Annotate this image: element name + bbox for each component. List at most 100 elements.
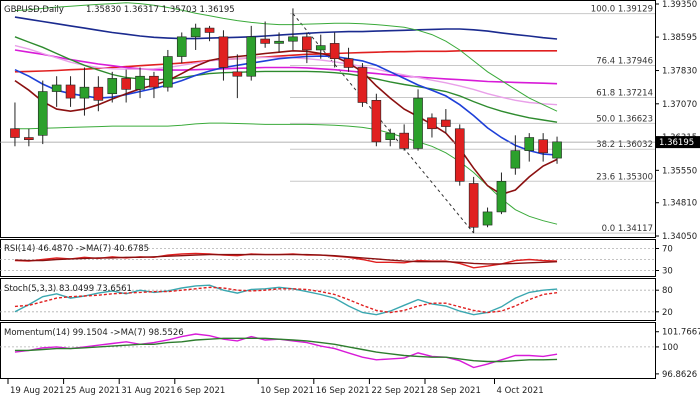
candle-body-bull [274,40,284,44]
fib-level-price: 1.39129 [618,5,653,15]
candle [37,80,48,145]
price-tick-label: 1.34050 [662,232,697,242]
panel-tick-label: 96.8626 [662,370,697,380]
candle-body-bear [218,36,229,68]
rsi-panel: 70 30 [0,245,673,277]
candle [176,32,187,64]
candle-body-bear [65,84,76,99]
candle [218,30,229,81]
candle-body-bear [24,137,34,140]
candle [260,21,270,48]
time-tick-label: 6 Sep 2021 [177,386,225,396]
candle [204,25,215,42]
time-tick-label: 19 Aug 2021 [10,386,64,396]
time-tick-label: 28 Sep 2021 [427,386,481,396]
fib-anchor-line [292,13,475,234]
candle-body-bull [385,132,396,140]
current-price-label: 1.36195 [659,138,694,148]
fib-level-percent: 23.6 [596,172,618,182]
moving-average-line-7 [14,55,558,156]
moving-average-line-4 [14,36,558,123]
candle-body-bull [288,36,298,42]
candle [399,124,409,151]
panel-tick-label: 70 [662,245,673,255]
candle-body-bull [163,56,173,88]
candle-body-bear [427,117,437,130]
fib-level-percent: 50.0 [596,114,618,124]
panel-tick-label: 101.7667 [662,328,700,338]
candle [524,133,535,162]
fib-level-price: 1.37946 [618,56,653,66]
candle-body-bear [149,75,159,88]
candle-body-bear [10,128,20,138]
moving-average-line-0 [14,16,558,40]
candle [552,136,562,164]
moving-average-line-8 [14,49,558,196]
candle [413,89,423,151]
candle-body-bear [302,36,312,51]
candle-body-bear [371,100,382,143]
price-tick-label: 1.37070 [662,100,697,110]
candle-body-bull [510,150,521,169]
fib-level-percent: 100.0 [591,5,618,15]
candle-body-bull [496,180,507,213]
candle-body-bull [413,97,423,149]
candle [302,32,312,64]
candle [427,113,437,138]
candle [343,47,354,72]
candle-body-bull [176,36,187,57]
time-tick-label: 16 Sep 2021 [316,386,370,396]
indicator-line-1 [14,253,558,265]
candle [135,67,145,99]
time-tick-label: 4 Oct 2021 [497,386,544,396]
candle-body-bear [399,132,409,149]
price-tick-label: 1.38595 [662,33,697,43]
time-tick-label: 10 Sep 2021 [260,386,314,396]
rsi-title: RSI(14) 46.4870 ->MA(7) 40.6785 [4,244,149,254]
fib-level-percent: 61.8 [596,89,618,99]
candle [10,102,20,147]
candle [385,128,396,147]
current-price-tag: 1.36195 [656,136,700,149]
candle-body-bull [246,36,257,77]
candle [121,69,131,103]
candle [163,49,173,92]
price-tick-label: 1.39350 [662,0,697,10]
candle [246,25,257,81]
fib-level-label: 38.2 1.36032 [596,140,653,150]
candle [538,133,548,162]
fib-level-label: 23.6 1.35300 [596,172,653,182]
fib-level-price: 1.37214 [618,89,653,99]
candle-body-bull [524,137,535,151]
fib-level-label: 61.8 1.37214 [596,89,653,99]
candle-body-bear [232,71,243,77]
candle-body-bear [343,58,354,68]
candle [107,71,118,103]
candle-body-bear [329,43,340,60]
stoch-title: Stoch(5,3,3) 83.0499 73.6561 [4,284,132,294]
ohlc-header: 1.35830 1.36317 1.35703 1.36195 [86,5,235,15]
candle-body-bull [552,141,562,159]
candle-body-bear [204,27,215,33]
indicator-line-1 [14,337,558,363]
candle [65,76,76,107]
candle-body-bull [482,211,493,226]
panel-tick-label: 30 [662,267,673,277]
candle [93,76,104,112]
candle-body-bear [93,86,104,101]
candle [315,34,326,59]
fib-level-label: 0.0 1.34117 [602,224,653,234]
fib-level-percent: 38.2 [596,140,618,150]
moving-average-line-6 [14,122,558,225]
moving-average-line-2 [14,49,558,85]
symbol-title: GBPUSD,Daily [4,5,64,15]
candle-body-bear [468,183,479,228]
moving-average-line-5 [14,2,558,112]
candle [149,71,159,99]
price-tick-label: 1.34810 [662,199,697,209]
candle [371,93,382,147]
candle-body-bear [260,38,270,44]
candle [468,176,479,233]
candle-body-bull [51,84,62,92]
